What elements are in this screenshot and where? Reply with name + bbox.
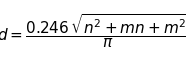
Text: $d = \dfrac{0.246\, \sqrt{n^2 + mn + m^2}}{\pi}$: $d = \dfrac{0.246\, \sqrt{n^2 + mn + m^2…: [0, 12, 186, 50]
